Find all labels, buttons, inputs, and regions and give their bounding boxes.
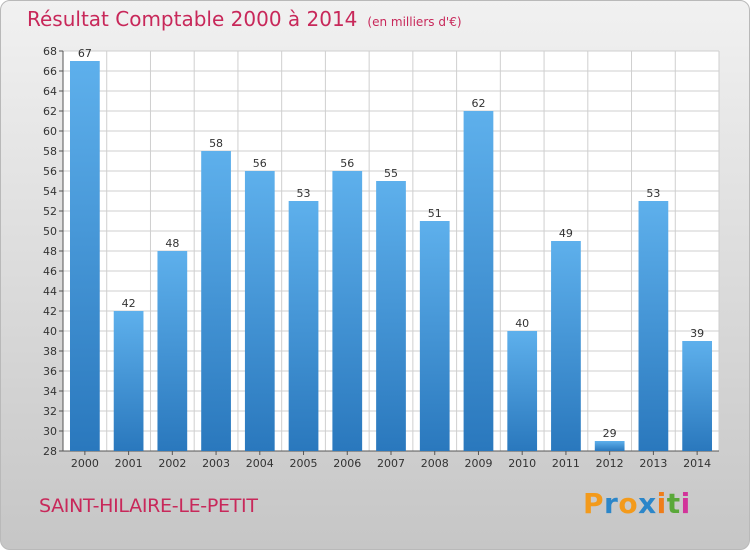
x-tick-label: 2014 <box>683 457 711 470</box>
logo-letter: i <box>680 487 691 520</box>
chart-title: Résultat Comptable 2000 à 2014 (en millie… <box>27 7 462 31</box>
y-tick-label: 42 <box>43 305 57 318</box>
y-tick-label: 40 <box>43 325 57 338</box>
y-tick-label: 64 <box>43 85 57 98</box>
bar <box>419 221 450 451</box>
value-label: 53 <box>297 187 311 200</box>
bars <box>69 61 713 451</box>
value-label: 51 <box>428 207 442 220</box>
y-tick-label: 32 <box>43 405 57 418</box>
bar <box>507 331 538 451</box>
logo-letter: t <box>666 487 681 520</box>
x-tick-label: 2001 <box>115 457 143 470</box>
value-label: 56 <box>340 157 354 170</box>
x-tick-label: 2000 <box>71 457 99 470</box>
bar <box>682 341 713 451</box>
bar <box>332 171 363 451</box>
y-tick-label: 38 <box>43 345 57 358</box>
value-label: 55 <box>384 167 398 180</box>
y-tick-label: 46 <box>43 265 57 278</box>
value-label: 58 <box>209 137 223 150</box>
bar <box>551 241 581 451</box>
value-label: 48 <box>165 237 179 250</box>
logo-letter: x <box>638 487 657 520</box>
bar <box>463 111 494 451</box>
y-tick-label: 44 <box>43 285 57 298</box>
y-tick-label: 50 <box>43 225 57 238</box>
x-tick-label: 2006 <box>333 457 361 470</box>
bar <box>638 201 669 451</box>
x-tick-label: 2004 <box>246 457 274 470</box>
axes: 28 30 32 34 36 38 40 42 44 46 48 50 52 54 56 58 60 62 64 66… <box>43 45 719 470</box>
x-tick-label: 2008 <box>421 457 449 470</box>
value-label: 42 <box>122 297 136 310</box>
y-tick-label: 68 <box>43 45 57 58</box>
y-tick-label: 34 <box>43 385 57 398</box>
x-tick-label: 2003 <box>202 457 230 470</box>
value-label: 29 <box>603 427 617 440</box>
bar <box>244 171 275 451</box>
y-tick-label: 48 <box>43 245 57 258</box>
value-label: 56 <box>253 157 267 170</box>
y-tick-label: 66 <box>43 65 57 78</box>
commune-name: SAINT-HILAIRE-LE-PETIT <box>39 495 258 517</box>
y-tick-label: 54 <box>43 185 57 198</box>
title-text: Résultat Comptable 2000 à 2014 <box>27 7 358 31</box>
logo-letter: i <box>656 487 667 520</box>
y-tick-label: 36 <box>43 365 57 378</box>
y-tick-label: 58 <box>43 145 57 158</box>
value-label: 53 <box>646 187 660 200</box>
chart-subtitle: (en milliers d'€) <box>367 15 462 29</box>
bar <box>201 151 231 451</box>
value-label: 67 <box>78 47 92 60</box>
y-tick-label: 28 <box>43 445 57 458</box>
x-tick-label: 2012 <box>596 457 624 470</box>
y-tick-label: 62 <box>43 105 57 118</box>
logo-letter: P <box>583 487 605 520</box>
value-label: 40 <box>515 317 529 330</box>
x-tick-label: 2011 <box>552 457 580 470</box>
x-tick-label: 2009 <box>464 457 492 470</box>
logo-letter: o <box>618 487 639 520</box>
bar <box>113 311 144 451</box>
y-tick-label: 56 <box>43 165 57 178</box>
bar <box>69 61 100 451</box>
x-tick-label: 2007 <box>377 457 405 470</box>
bar <box>288 201 319 451</box>
x-tick-label: 2005 <box>290 457 318 470</box>
x-tick-label: 2002 <box>158 457 186 470</box>
value-labels: 67 42 48 58 56 53 56 55 51 62 40 49 29 53 39 <box>78 47 704 440</box>
bar <box>376 181 406 451</box>
x-tick-label: 2010 <box>508 457 536 470</box>
x-tick-label: 2013 <box>639 457 667 470</box>
y-tick-label: 60 <box>43 125 57 138</box>
y-tick-label: 52 <box>43 205 57 218</box>
value-label: 39 <box>690 327 704 340</box>
logo-letter: r <box>604 487 619 520</box>
bar <box>157 251 188 451</box>
value-label: 62 <box>471 97 485 110</box>
proxiti-logo: Proxiti <box>583 487 691 520</box>
y-tick-label: 30 <box>43 425 57 438</box>
bar <box>594 441 625 451</box>
value-label: 49 <box>559 227 573 240</box>
